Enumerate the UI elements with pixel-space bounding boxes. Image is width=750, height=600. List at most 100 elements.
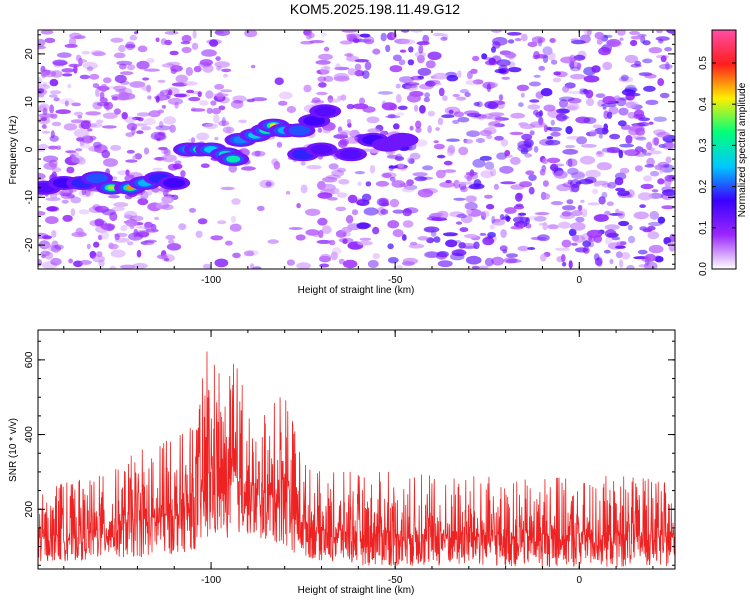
heatmap-noise-blob [216, 65, 222, 71]
heatmap-noise-blob [546, 126, 552, 131]
heatmap-noise-blob [602, 61, 613, 71]
heatmap-noise-blob [192, 30, 197, 39]
heatmap-noise-blob [365, 181, 372, 187]
heatmap-noise-blob [426, 79, 441, 85]
heatmap-noise-blob [399, 76, 414, 84]
heatmap-noise-blob [286, 106, 297, 113]
heatmap-noise-blob [648, 47, 662, 54]
heatmap-noise-blob [529, 99, 540, 103]
heatmap-noise-blob [100, 230, 110, 240]
heatmap-noise-blob [127, 241, 134, 246]
heatmap-noise-blob [517, 144, 533, 153]
heatmap-noise-blob [510, 156, 521, 165]
heatmap-noise-blob [163, 257, 170, 262]
y-tick-label: 400 [24, 426, 35, 443]
heatmap-noise-blob [352, 38, 360, 43]
heatmap-noise-blob [372, 226, 380, 235]
heatmap-noise-blob [458, 146, 469, 156]
heatmap-noise-blob [442, 95, 448, 102]
heatmap-noise-blob [49, 78, 59, 87]
heatmap-noise-blob [137, 198, 149, 206]
heatmap-noise-blob [594, 31, 605, 40]
heatmap-noise-blob [129, 215, 144, 222]
heatmap-noise-blob [102, 125, 117, 129]
heatmap-noise-blob [319, 253, 332, 263]
heatmap-noise-blob [161, 195, 174, 204]
heatmap-noise-blob [251, 97, 268, 102]
heatmap-noise-blob [354, 171, 366, 175]
heatmap-noise-blob [121, 112, 128, 120]
heatmap-noise-blob [392, 229, 404, 238]
heatmap-noise-blob [45, 197, 61, 201]
heatmap-noise-blob [38, 210, 46, 216]
heatmap-noise-blob [510, 184, 525, 190]
heatmap-noise-blob [331, 169, 345, 177]
heatmap-noise-blob [86, 66, 94, 72]
heatmap-noise-blob [466, 175, 472, 182]
heatmap-noise-blob [267, 239, 280, 244]
heatmap-noise-blob [226, 126, 232, 134]
heatmap-noise-blob [197, 91, 202, 98]
heatmap-noise-blob [38, 259, 43, 267]
heatmap-trace-blob [317, 147, 326, 152]
heatmap-noise-blob [73, 111, 84, 117]
heatmap-noise-blob [619, 143, 634, 148]
heatmap-noise-blob [335, 63, 341, 70]
heatmap-noise-blob [479, 129, 492, 137]
heatmap-noise-blob [472, 158, 486, 168]
heatmap-noise-blob [140, 126, 152, 131]
heatmap-noise-blob [410, 30, 423, 33]
heatmap-noise-blob [520, 92, 525, 98]
heatmap-noise-blob [125, 169, 130, 176]
heatmap-noise-blob [570, 66, 581, 72]
y-tick-label: 10 [24, 96, 35, 108]
y-tick-label: 20 [24, 48, 35, 60]
heatmap-noise-blob [481, 53, 488, 60]
heatmap-noise-blob [489, 100, 506, 105]
heatmap-noise-blob [583, 75, 600, 83]
heatmap-noise-blob [546, 136, 554, 140]
heatmap-noise-blob [528, 186, 535, 195]
heatmap-trace-blob [41, 185, 50, 190]
colorbar-tick-label: 0.1 [698, 220, 709, 234]
heatmap-noise-blob [625, 101, 637, 109]
x-tick-label: -50 [388, 575, 403, 586]
heatmap-noise-blob [614, 177, 624, 186]
heatmap-noise-blob [217, 220, 227, 225]
heatmap-noise-blob [133, 228, 139, 238]
heatmap-noise-blob [588, 241, 595, 248]
y-tick-label: 600 [24, 351, 35, 368]
heatmap-noise-blob [251, 150, 266, 157]
heatmap-noise-blob [465, 195, 477, 203]
heatmap-noise-blob [408, 243, 425, 249]
heatmap-noise-blob [318, 82, 327, 88]
heatmap-noise-blob [155, 125, 171, 131]
heatmap-noise-blob [136, 60, 150, 70]
heatmap-noise-blob [620, 252, 631, 260]
heatmap-noise-blob [358, 97, 366, 105]
heatmap-noise-blob [661, 205, 675, 210]
heatmap-noise-blob [395, 94, 402, 103]
heatmap-noise-blob [601, 103, 617, 108]
heatmap-noise-blob [127, 64, 136, 71]
heatmap-noise-blob [580, 199, 585, 203]
heatmap-noise-blob [401, 187, 415, 193]
heatmap-noise-blob [473, 241, 480, 250]
heatmap-noise-blob [481, 210, 490, 218]
heatmap-noise-blob [180, 41, 191, 45]
heatmap-noise-blob [604, 229, 617, 238]
heatmap-noise-blob [591, 65, 601, 73]
snr-y-axis-label: SNR (10 * v/v) [8, 418, 19, 482]
heatmap-noise-blob [543, 124, 549, 133]
heatmap-noise-blob [125, 132, 135, 138]
heatmap-noise-blob [210, 100, 217, 106]
heatmap-noise-blob [582, 240, 592, 248]
heatmap-noise-blob [256, 205, 265, 211]
heatmap-noise-blob [500, 181, 516, 185]
heatmap-noise-blob [414, 51, 426, 58]
heatmap-noise-blob [586, 30, 592, 37]
heatmap-noise-blob [347, 68, 357, 76]
heatmap-noise-blob [554, 247, 571, 251]
y-tick-label: -10 [24, 190, 35, 205]
